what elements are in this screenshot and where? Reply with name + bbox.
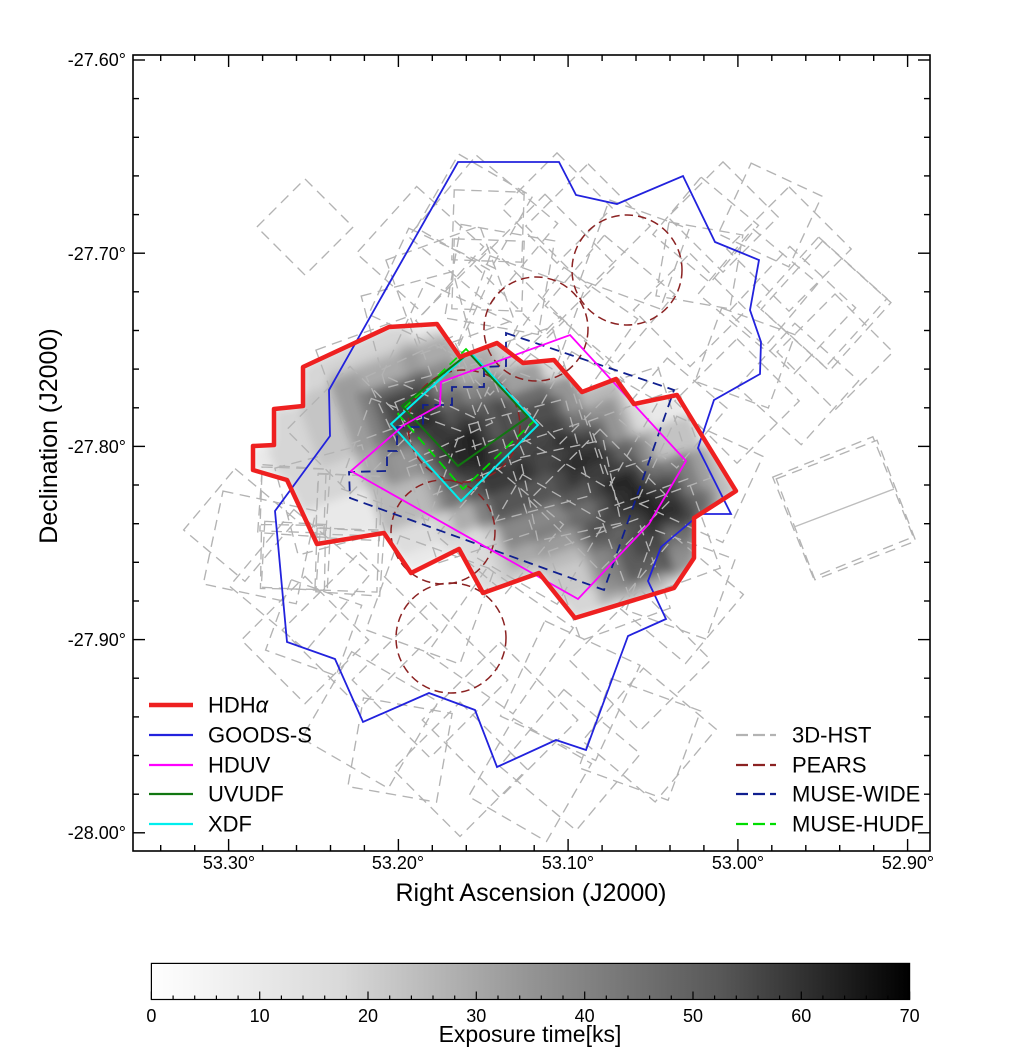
svg-text:60: 60	[791, 1006, 811, 1026]
svg-text:40: 40	[575, 1006, 595, 1026]
svg-text:3D-HST: 3D-HST	[792, 723, 871, 748]
svg-text:53.00°: 53.00°	[712, 853, 764, 873]
svg-text:XDF: XDF	[208, 812, 252, 837]
svg-text:MUSE-WIDE: MUSE-WIDE	[792, 782, 920, 807]
svg-text:Exposure time[ks]: Exposure time[ks]	[439, 1021, 622, 1047]
svg-text:-27.90°: -27.90°	[68, 630, 126, 650]
svg-text:-27.80°: -27.80°	[68, 437, 126, 457]
svg-text:GOODS-S: GOODS-S	[208, 723, 312, 748]
svg-text:UVUDF: UVUDF	[208, 782, 284, 807]
svg-text:10: 10	[250, 1006, 270, 1026]
svg-text:Declination (J2000): Declination (J2000)	[35, 328, 63, 543]
svg-text:HDHα: HDHα	[208, 693, 270, 718]
svg-text:-27.60°: -27.60°	[68, 50, 126, 70]
svg-text:MUSE-HUDF: MUSE-HUDF	[792, 812, 924, 837]
svg-text:-28.00°: -28.00°	[68, 823, 126, 843]
svg-text:52.90°: 52.90°	[882, 853, 934, 873]
svg-text:53.10°: 53.10°	[542, 853, 594, 873]
svg-text:50: 50	[683, 1006, 703, 1026]
svg-text:30: 30	[466, 1006, 486, 1026]
svg-text:PEARS: PEARS	[792, 753, 867, 778]
svg-text:-27.70°: -27.70°	[68, 244, 126, 264]
svg-text:53.30°: 53.30°	[203, 853, 255, 873]
svg-text:70: 70	[900, 1006, 920, 1026]
svg-text:0: 0	[146, 1006, 156, 1026]
svg-text:HDUV: HDUV	[208, 753, 271, 778]
svg-text:53.20°: 53.20°	[372, 853, 424, 873]
svg-text:Right Ascension (J2000): Right Ascension (J2000)	[396, 879, 667, 907]
svg-text:20: 20	[358, 1006, 378, 1026]
